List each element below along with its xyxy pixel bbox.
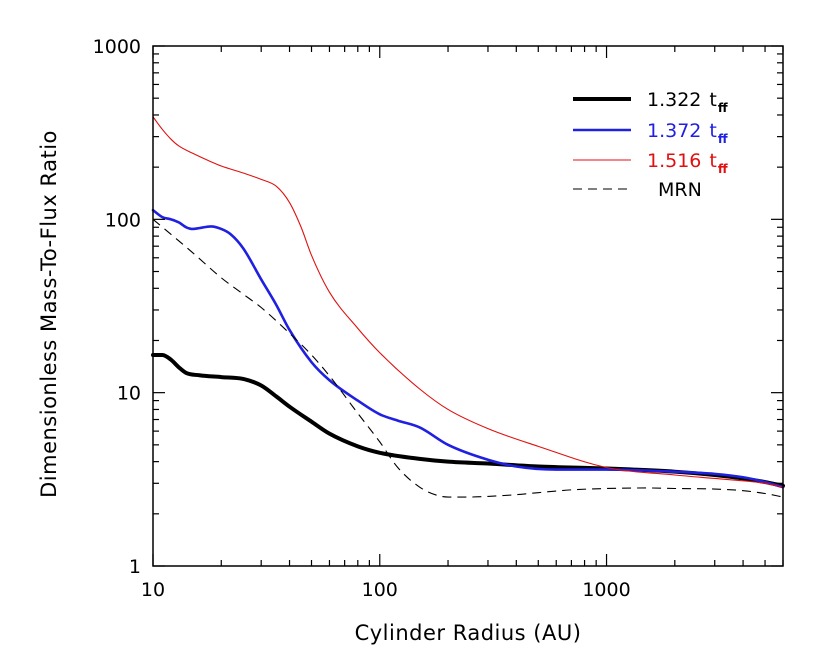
- series-line-1-372: [151, 208, 785, 489]
- series-layer: [151, 116, 785, 498]
- legend-label-subscript: ff: [718, 162, 728, 176]
- legend-label-subscript: ff: [718, 101, 728, 115]
- legend-label: 1.372: [647, 120, 701, 142]
- series-line-mrn: [152, 218, 784, 498]
- legend-label: MRN: [658, 179, 702, 201]
- x-tick-label: 10: [141, 579, 165, 601]
- series-line-1-516: [152, 116, 784, 488]
- legend-label-t: t: [709, 150, 716, 172]
- legend-label-t: t: [709, 120, 716, 142]
- plot-frame: [152, 45, 784, 567]
- legend-label-subscript: ff: [718, 132, 728, 146]
- x-tick-label: 100: [362, 579, 398, 601]
- legend-label: 1.322: [647, 89, 701, 111]
- y-axis-title: Dimensionless Mass-To-Flux Ratio: [37, 130, 61, 498]
- y-tick-label: 100: [105, 209, 141, 231]
- y-tick-label: 10: [117, 383, 141, 405]
- y-tick-label: 1000: [93, 36, 141, 58]
- y-tick-label: 1: [129, 556, 141, 578]
- x-axis-title: Cylinder Radius (AU): [355, 621, 582, 645]
- legend-label-t: t: [709, 89, 716, 111]
- x-tick-label: 1000: [582, 579, 630, 601]
- legend-label: 1.516: [647, 150, 701, 172]
